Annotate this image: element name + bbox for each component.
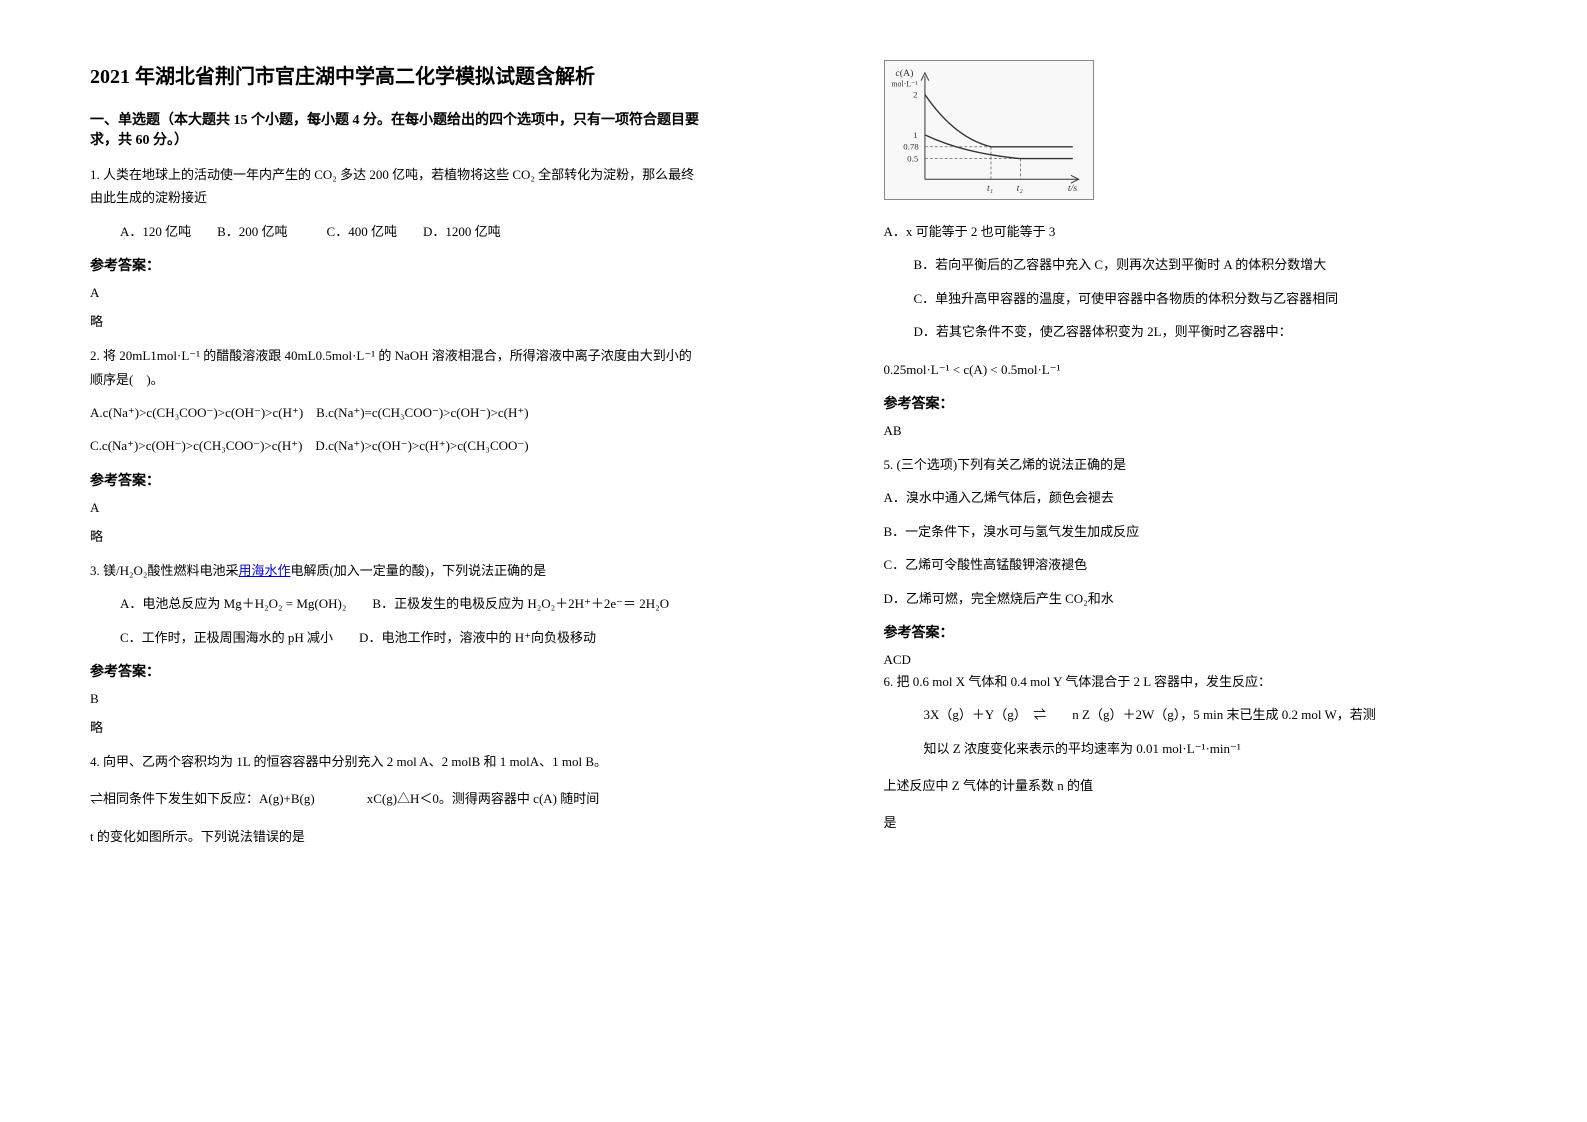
chart-ytick-2: 2 (913, 89, 917, 99)
question-3-answer-label: 参考答案： (90, 661, 704, 681)
chart-ylabel: c(A) (895, 68, 913, 79)
question-3-answer: B (90, 691, 704, 707)
question-4-text-2: ⇌相同条件下发生如下反应：A(g)+B(g) xC(g)△H＜0。测得两容器中 … (90, 787, 704, 810)
chart-ytick-078: 0.78 (903, 142, 919, 152)
question-2-options-cd: C.c(Na⁺)>c(OH⁻)>c(CH₃COO⁻)>c(H⁺) D.c(Na⁺… (90, 434, 704, 457)
q3-text-pre: 3. 镁/H₂O₂酸性燃料电池采 (90, 563, 238, 578)
question-6-text: 6. 把 0.6 mol X 气体和 0.4 mol Y 气体混合于 2 L 容… (884, 670, 1498, 693)
question-5-answer: ACD (884, 652, 1498, 668)
question-1-answer: A (90, 285, 704, 301)
question-3-options-cd: C．工作时，正极周围海水的 pH 减小 D．电池工作时，溶液中的 H⁺向负极移动 (90, 626, 704, 649)
question-5-text: 5. (三个选项)下列有关乙烯的说法正确的是 (884, 453, 1498, 476)
question-1-note: 略 (90, 311, 704, 330)
question-4-option-a: A．x 可能等于 2 也可能等于 3 (884, 220, 1498, 243)
section-1-header: 一、单选题（本大题共 15 个小题，每小题 4 分。在每小题给出的四个选项中，只… (90, 109, 704, 149)
question-4-option-b: B．若向平衡后的乙容器中充入 C，则再次达到平衡时 A 的体积分数增大 (884, 253, 1498, 276)
question-6-equation: 3X（g）＋Y（g） ⇌ n Z（g）＋2W（g），5 min 末已生成 0.2… (884, 703, 1498, 726)
question-3-note: 略 (90, 717, 704, 736)
question-4-text-3: t 的变化如图所示。下列说法错误的是 (90, 825, 704, 848)
question-4-option-c: C．单独升高甲容器的温度，可使甲容器中各物质的体积分数与乙容器相同 (884, 287, 1498, 310)
left-column: 2021 年湖北省荆门市官庄湖中学高二化学模拟试题含解析 一、单选题（本大题共 … (0, 60, 794, 1062)
question-1-answer-label: 参考答案： (90, 255, 704, 275)
question-5-option-d: D．乙烯可燃，完全燃烧后产生 CO₂和水 (884, 587, 1498, 610)
question-4-answer: AB (884, 423, 1498, 439)
question-5-option-c: C．乙烯可令酸性高锰酸钾溶液褪色 (884, 553, 1498, 576)
question-2-answer: A (90, 500, 704, 516)
question-3-options-ab: A．电池总反应为 Mg＋H₂O₂ = Mg(OH)₂ B．正极发生的电极反应为 … (90, 592, 704, 615)
question-5-option-b: B．一定条件下，溴水可与氢气发生加成反应 (884, 520, 1498, 543)
q3-link[interactable]: 用海水作 (238, 563, 290, 578)
question-5-answer-label: 参考答案： (884, 622, 1498, 642)
chart-xtick-t2: t₂ (1016, 183, 1023, 194)
chart-ytick-1: 1 (913, 130, 917, 140)
chart-ytick-05: 0.5 (907, 154, 919, 164)
right-column: c(A) mol·L⁻¹ 2 1 0.78 0.5 t₁ t₂ t/s A．x … (794, 60, 1587, 1062)
q3-text-post: 电解质(加入一定量的酸)，下列说法正确的是 (290, 563, 546, 578)
concentration-time-chart: c(A) mol·L⁻¹ 2 1 0.78 0.5 t₁ t₂ t/s (884, 60, 1094, 200)
question-6-text-2: 知以 Z 浓度变化来表示的平均速率为 0.01 mol·L⁻¹·min⁻¹ (884, 737, 1498, 760)
question-2-options-ab: A.c(Na⁺)>c(CH₃COO⁻)>c(OH⁻)>c(H⁺) B.c(Na⁺… (90, 401, 704, 424)
chart-xlabel: t/s (1067, 183, 1076, 194)
question-2-note: 略 (90, 526, 704, 545)
question-2-answer-label: 参考答案： (90, 470, 704, 490)
chart-yunit: mol·L⁻¹ (891, 80, 918, 89)
question-4-option-d2: 0.25mol·L⁻¹ < c(A) < 0.5mol·L⁻¹ (884, 358, 1498, 381)
chart-xtick-t1: t₁ (987, 183, 993, 194)
question-1-text: 1. 人类在地球上的活动使一年内产生的 CO₂ 多达 200 亿吨，若植物将这些… (90, 163, 704, 210)
question-1-options: A．120 亿吨 B．200 亿吨 C．400 亿吨 D．1200 亿吨 (90, 220, 704, 243)
question-3-text: 3. 镁/H₂O₂酸性燃料电池采用海水作电解质(加入一定量的酸)，下列说法正确的… (90, 559, 704, 582)
question-4-answer-label: 参考答案： (884, 393, 1498, 413)
question-4-option-d: D．若其它条件不变，使乙容器体积变为 2L，则平衡时乙容器中： (884, 320, 1498, 343)
question-6-text-3: 上述反应中 Z 气体的计量系数 n 的值 (884, 774, 1498, 797)
question-4-text: 4. 向甲、乙两个容积均为 1L 的恒容容器中分别充入 2 mol A、2 mo… (90, 750, 704, 773)
page-title: 2021 年湖北省荆门市官庄湖中学高二化学模拟试题含解析 (90, 60, 704, 89)
chart-svg: c(A) mol·L⁻¹ 2 1 0.78 0.5 t₁ t₂ t/s (885, 61, 1093, 199)
question-5-option-a: A．溴水中通入乙烯气体后，颜色会褪去 (884, 486, 1498, 509)
question-2-text: 2. 将 20mL1mol·L⁻¹ 的醋酸溶液跟 40mL0.5mol·L⁻¹ … (90, 344, 704, 391)
question-6-text-4: 是 (884, 811, 1498, 834)
